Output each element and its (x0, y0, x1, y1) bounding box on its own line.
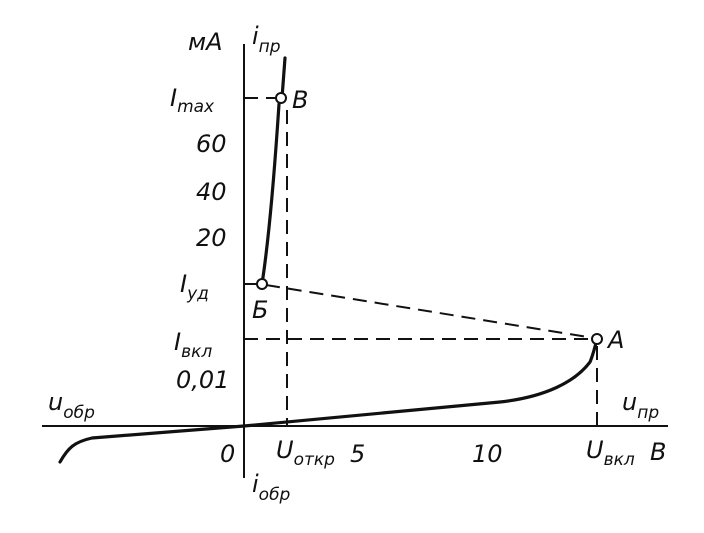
iud-label: Iуд (180, 270, 209, 304)
x-pos-axis-name: uпр (622, 388, 659, 423)
y-unit-label: мА (188, 28, 223, 56)
x-tick-10: 10 (472, 440, 503, 468)
forward-on-branch (260, 102, 281, 286)
x-unit-label: В (650, 438, 666, 466)
point-a-label: А (606, 326, 624, 354)
y-axis-name: iпр (252, 22, 281, 57)
point-b-marker (256, 278, 268, 290)
point-a-marker (591, 333, 603, 345)
x-neg-axis-name: uобр (48, 388, 95, 423)
point-v-label: В (292, 86, 308, 114)
ivkl-label: Iвкл (174, 328, 212, 362)
y-tick-40: 40 (196, 178, 227, 206)
forward-on-branch-top (280, 56, 287, 100)
y-tick-20: 20 (196, 224, 227, 252)
forward-off-branch (242, 337, 599, 428)
reverse-branch (58, 424, 246, 464)
point-b-label: Б (252, 296, 268, 324)
point-v-marker (275, 92, 287, 104)
x-tick-5: 5 (350, 440, 365, 468)
origin-label: 0 (220, 440, 235, 468)
y-tick-001: 0,01 (176, 366, 229, 394)
a-to-b-dashed (265, 284, 595, 339)
y-tick-60: 60 (196, 130, 227, 158)
imax-label: Imax (170, 84, 215, 117)
y-neg-axis-name: iобр (252, 470, 291, 505)
uotkr-label: Uоткр (276, 436, 335, 470)
uvkl-label: Uвкл (586, 436, 635, 470)
